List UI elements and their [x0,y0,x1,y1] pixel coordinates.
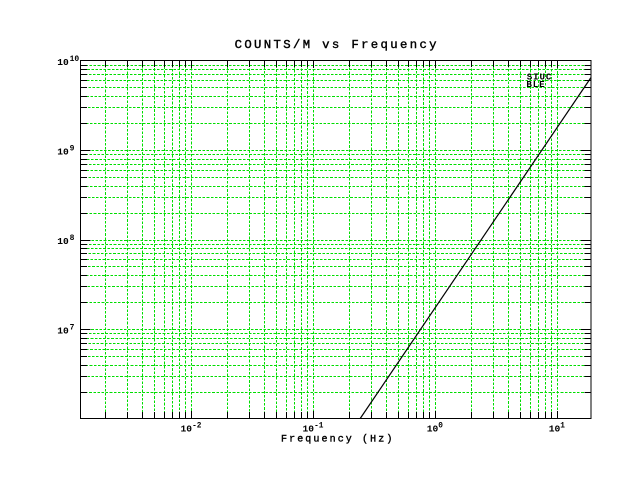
svg-text:10: 10 [70,55,80,64]
svg-text:10: 10 [57,236,69,247]
svg-text:10: 10 [427,423,439,434]
svg-text:10: 10 [181,423,193,434]
svg-text:9: 9 [70,144,75,153]
svg-text:BLE: BLE [526,79,545,90]
svg-text:7: 7 [70,323,75,332]
svg-text:COUNTS/M vs Frequency: COUNTS/M vs Frequency [235,38,439,52]
svg-text:10: 10 [549,423,561,434]
svg-text:10: 10 [57,326,69,337]
svg-text:10: 10 [57,57,69,68]
svg-text:8: 8 [70,234,75,243]
svg-text:10: 10 [57,147,69,158]
svg-text:Frequency (Hz): Frequency (Hz) [281,434,394,446]
svg-text:-1: -1 [314,422,324,430]
svg-text:1: 1 [560,422,565,430]
svg-text:-2: -2 [192,422,202,430]
svg-text:10: 10 [303,423,315,434]
svg-text:0: 0 [438,422,443,430]
svg-text:SIUC: SIUC [527,71,552,82]
